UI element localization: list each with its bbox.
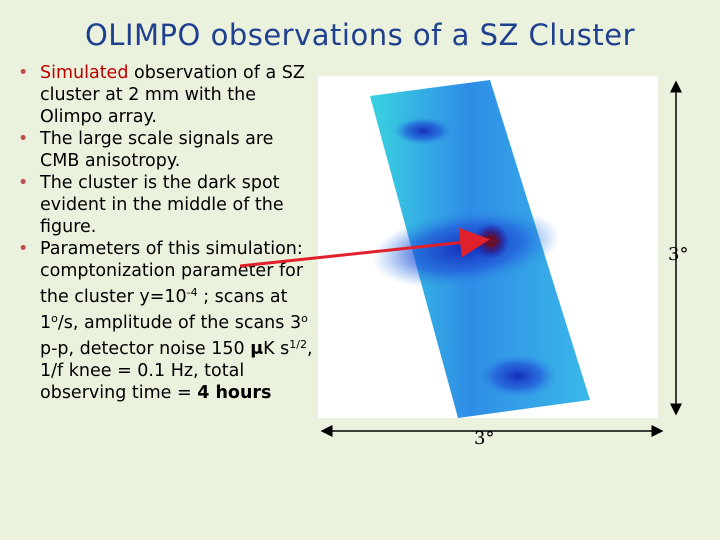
bullet-text: ; scans at 1 (40, 287, 288, 333)
bullet-text: p-p, detector noise 150 (40, 339, 251, 359)
bullet-text: K s (263, 339, 290, 359)
bullet-text: Parameters of this simulation: comptoniz… (40, 239, 304, 307)
degree-symbol: o (51, 312, 58, 325)
height-label: 3° (668, 244, 689, 265)
bullet-simulated-observation: Simulated observation of a SZ cluster at… (14, 62, 314, 128)
bullet-cluster-dark-spot: The cluster is the dark spot evident in … (14, 172, 314, 238)
sz-cluster-map (318, 76, 658, 418)
bullet-cmb-anisotropy: The large scale signals are CMB anisotro… (14, 128, 314, 172)
bullet-text: /s, amplitude of the scans 3 (57, 313, 302, 333)
bullet-text: The large scale signals are CMB anisotro… (40, 129, 274, 171)
pointer-arrow (239, 227, 490, 268)
slide-title: OLIMPO observations of a SZ Cluster (84, 18, 635, 52)
bullet-list: Simulated observation of a SZ cluster at… (14, 62, 314, 404)
bold-observing-time: 4 hours (197, 383, 272, 403)
superscript-exponent: -4 (186, 286, 198, 299)
cold-region (478, 354, 558, 398)
bullet-text: , 1/f knee = 0.1 Hz, total observing tim… (40, 339, 313, 403)
superscript-exponent: 1/2 (289, 338, 307, 351)
mu-symbol: μ (250, 339, 264, 359)
highlight-simulated: Simulated (40, 63, 129, 83)
degree-symbol: o (301, 312, 308, 325)
bullet-simulation-parameters: Parameters of this simulation: comptoniz… (14, 238, 314, 404)
cold-region (393, 117, 453, 145)
bullet-text: observation of a SZ cluster at 2 mm with… (40, 63, 305, 127)
bullet-text: The cluster is the dark spot evident in … (40, 173, 284, 237)
width-label: 3° (474, 428, 495, 449)
